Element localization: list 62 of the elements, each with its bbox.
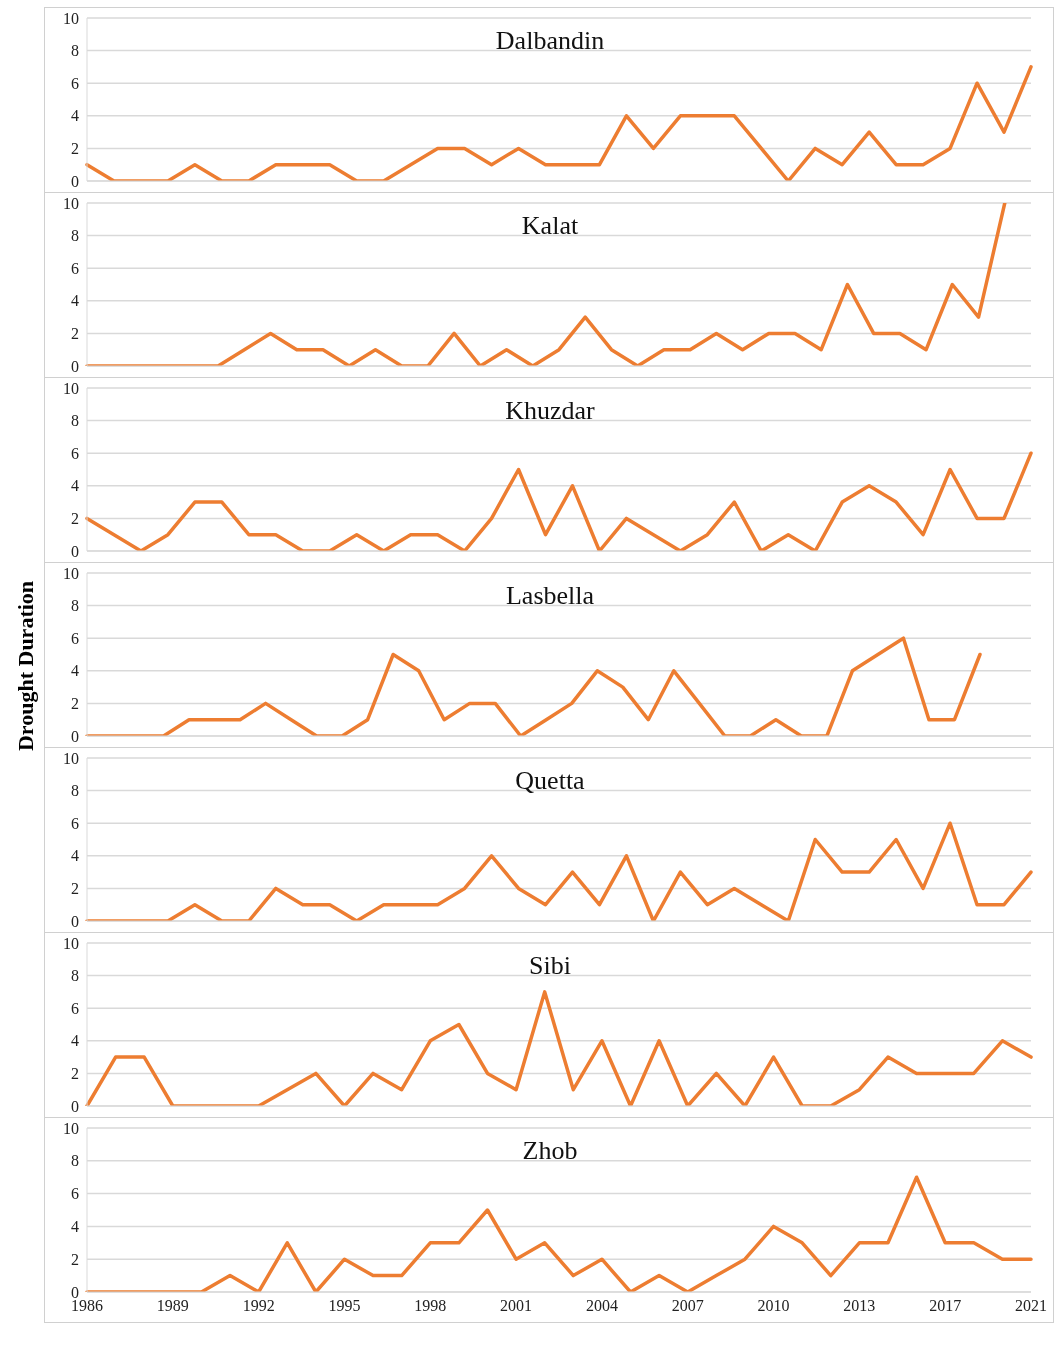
chart-title: Khuzdar: [505, 396, 595, 425]
y-tick-label: 4: [71, 477, 79, 495]
x-tick-label: 1995: [328, 1297, 361, 1315]
y-tick-label: 0: [71, 357, 79, 375]
chart-title: Dalbandin: [495, 26, 605, 55]
y-tick-label: 2: [71, 1250, 79, 1268]
y-tick-label: 2: [71, 1065, 79, 1083]
x-tick-label: 1989: [156, 1297, 189, 1315]
y-tick-label: 10: [63, 194, 79, 212]
y-tick-label: 2: [71, 510, 79, 528]
y-tick-label: 8: [71, 967, 79, 985]
y-tick-label: 0: [71, 542, 79, 560]
y-tick-label: 8: [71, 597, 79, 615]
chart-title: Sibi: [529, 951, 571, 980]
chart-title: Zhob: [522, 1136, 578, 1165]
y-tick-label: 4: [71, 1218, 79, 1236]
y-tick-label: 4: [71, 292, 79, 310]
y-tick-label: 8: [71, 782, 79, 800]
y-tick-label: 4: [71, 662, 79, 680]
y-tick-label: 6: [71, 629, 79, 647]
y-tick-label: 10: [63, 1119, 79, 1137]
y-tick-label: 10: [63, 379, 79, 397]
x-tick-label: 2007: [671, 1297, 704, 1315]
y-tick-label: 4: [71, 1032, 79, 1050]
chart-title: Quetta: [515, 766, 585, 795]
y-tick-label: 8: [71, 227, 79, 245]
y-tick-label: 0: [71, 172, 79, 190]
y-tick-label: 6: [71, 259, 79, 277]
y-tick-label: 4: [71, 847, 79, 865]
y-tick-label: 6: [71, 444, 79, 462]
y-tick-label: 0: [71, 1097, 79, 1115]
y-tick-label: 2: [71, 880, 79, 898]
y-tick-label: 6: [71, 814, 79, 832]
y-tick-label: 6: [71, 999, 79, 1017]
x-tick-label: 1998: [414, 1297, 447, 1315]
y-tick-label: 6: [71, 74, 79, 92]
y-tick-label: 8: [71, 1152, 79, 1170]
x-tick-label: 2013: [843, 1297, 876, 1315]
chart-title: Lasbella: [505, 581, 595, 610]
line-series: [85, 636, 982, 736]
y-tick-label: 4: [71, 107, 79, 125]
y-axis-title: Drought Duration: [13, 580, 39, 751]
y-tick-label: 10: [63, 749, 79, 767]
y-tick-label: 10: [63, 9, 79, 27]
line-series: [85, 203, 1007, 366]
y-tick-label: 0: [71, 727, 79, 745]
y-tick-label: 10: [63, 564, 79, 582]
x-tick-label: 2004: [585, 1297, 618, 1315]
y-tick-label: 2: [71, 325, 79, 343]
y-tick-label: 10: [63, 934, 79, 952]
x-tick-label: 2001: [500, 1297, 533, 1315]
y-tick-label: 8: [71, 42, 79, 60]
y-tick-label: 2: [71, 695, 79, 713]
y-tick-label: 8: [71, 412, 79, 430]
x-tick-label: 2017: [929, 1297, 962, 1315]
y-tick-label: 0: [71, 912, 79, 930]
y-tick-label: 6: [71, 1185, 79, 1203]
y-tick-label: 2: [71, 140, 79, 158]
x-tick-label: 2021: [1015, 1297, 1047, 1315]
chart-title: Kalat: [521, 211, 579, 240]
x-tick-label: 1992: [242, 1297, 275, 1315]
x-tick-label: 2010: [757, 1297, 790, 1315]
